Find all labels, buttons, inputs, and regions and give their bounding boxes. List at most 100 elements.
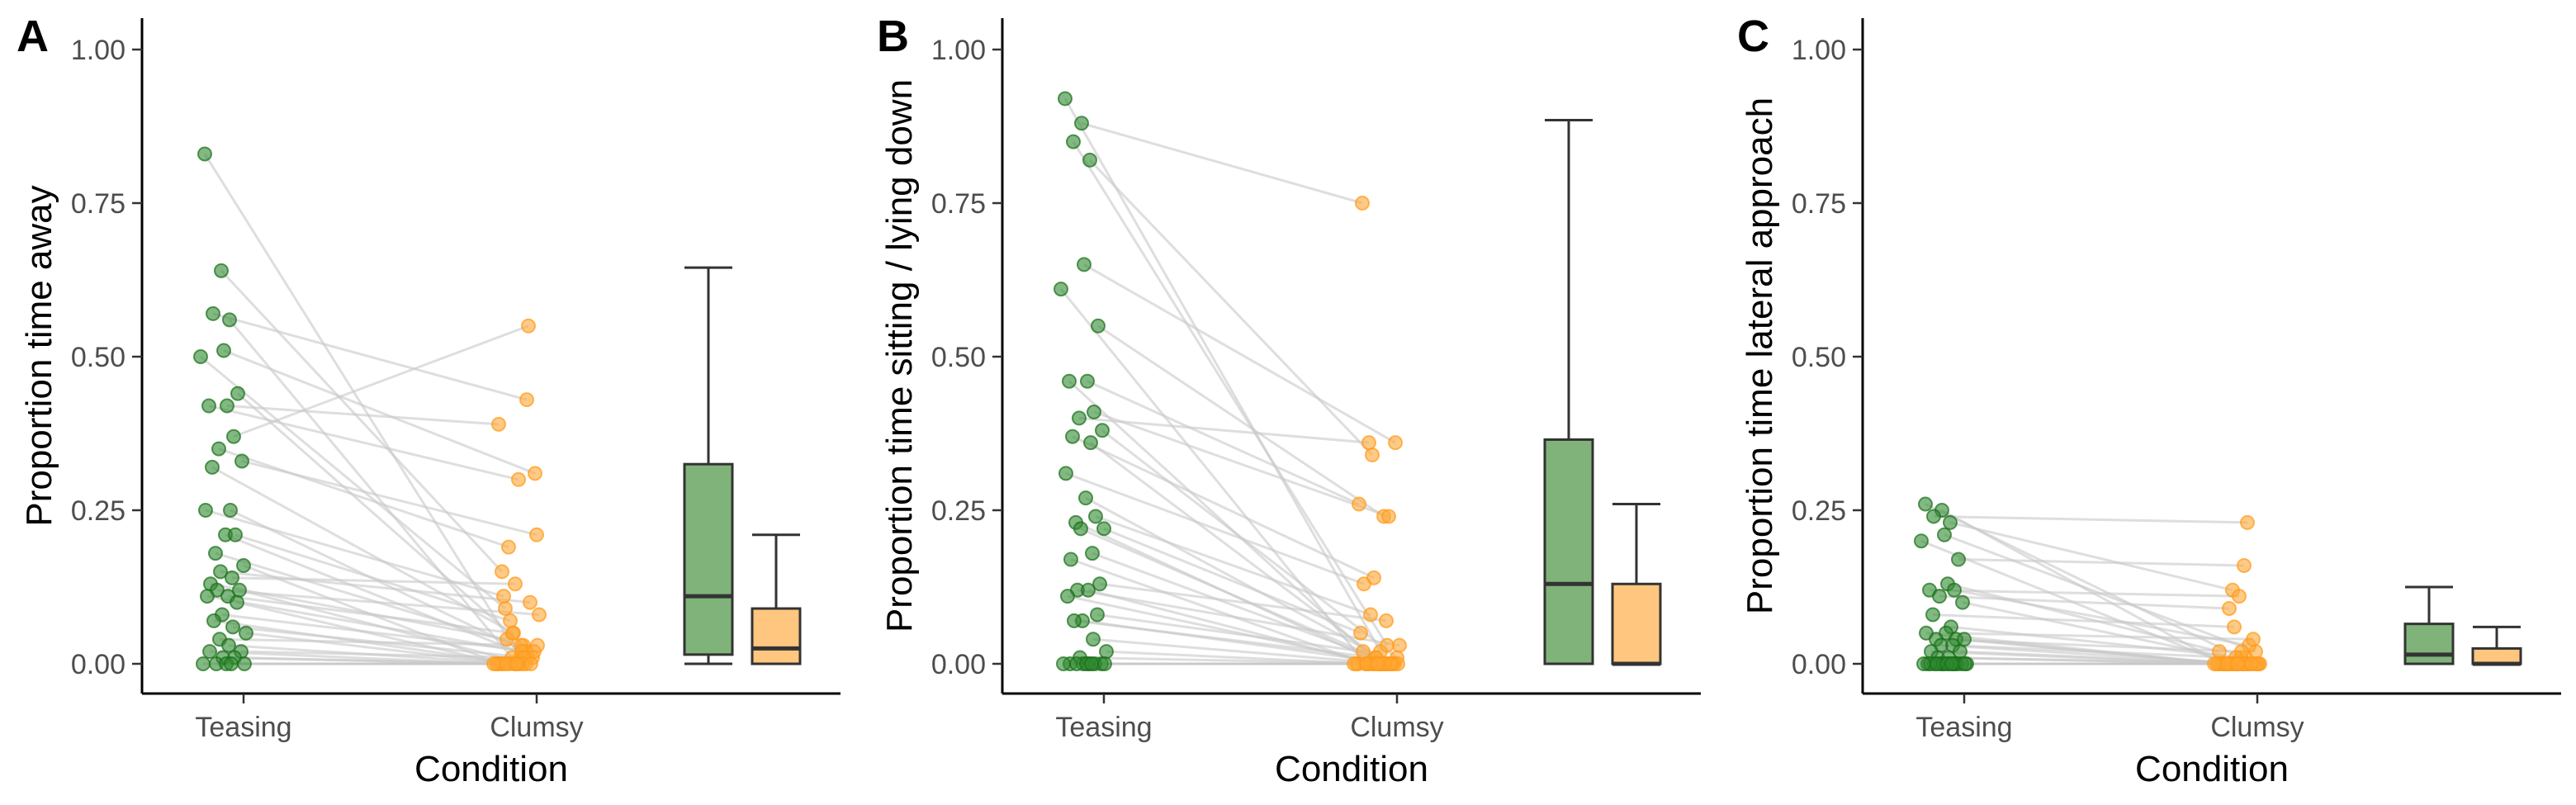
pair-line [1063, 97, 1382, 652]
pair-line [220, 570, 531, 604]
clumsy-point [1347, 656, 1361, 671]
clumsy-point [1357, 576, 1371, 592]
clumsy-point [2232, 589, 2247, 604]
teasing-point [222, 312, 237, 328]
panel-c: C 0.00 0.25 0.50 0.75 1.00 Teasing Clumsy Condit… [1737, 12, 2561, 789]
box-iqr [751, 607, 802, 665]
teasing-point [225, 619, 240, 635]
points [1054, 91, 1407, 671]
teasing-point [1084, 656, 1099, 671]
pair-line [1077, 589, 1400, 647]
teasing-point [234, 453, 249, 469]
pair-line [1092, 637, 1389, 665]
teasing-point [1080, 373, 1095, 389]
boxplot-teasing [683, 266, 734, 665]
boxplot-teasing [1543, 119, 1594, 665]
pair-line [219, 637, 538, 647]
clumsy-point [532, 607, 547, 623]
points [1914, 496, 2267, 671]
clumsy-point [491, 416, 506, 432]
teasing-point [1060, 589, 1075, 604]
teasing-point [196, 656, 211, 671]
pair-line [1939, 594, 2230, 610]
clumsy-point [529, 527, 544, 542]
teasing-point [1072, 410, 1087, 426]
y-axis-title: Proportion time away [19, 185, 59, 526]
pair-line [227, 594, 514, 635]
teasing-point [230, 386, 245, 401]
teasing-point [211, 441, 226, 457]
pair-line [1958, 558, 2245, 567]
x-tick-label: Clumsy [1350, 712, 1443, 743]
teasing-point [221, 637, 236, 653]
box-iqr [2471, 646, 2522, 665]
clumsy-point [509, 656, 524, 671]
teasing-point [1054, 282, 1068, 297]
teasing-point [1092, 576, 1107, 592]
teasing-point [1932, 589, 1947, 604]
teasing-point [1926, 509, 1941, 524]
teasing-point [1067, 613, 1082, 628]
clumsy-point [1353, 625, 1368, 641]
pair-line [220, 269, 504, 573]
y-tick-label: 0.25 [931, 495, 986, 527]
teasing-point [1082, 152, 1097, 168]
teasing-point [208, 546, 223, 561]
clumsy-point [2227, 619, 2242, 635]
teasing-point [1095, 423, 1110, 438]
clumsy-point [486, 656, 501, 671]
teasing-point [236, 557, 251, 573]
teasing-point [1088, 509, 1103, 524]
y-tick-label: 0.00 [931, 649, 986, 680]
clumsy-point [523, 594, 537, 610]
teasing-point [1085, 546, 1100, 561]
teasing-point [237, 656, 252, 671]
clumsy-point [2240, 514, 2255, 530]
teasing-point [1916, 656, 1931, 671]
y-tick-label: 1.00 [71, 35, 125, 66]
clumsy-point [530, 637, 545, 653]
pair-line [208, 405, 519, 481]
pair-line [1065, 471, 1365, 585]
clumsy-point [2230, 656, 2245, 671]
teasing-point [1918, 496, 1933, 512]
teasing-point [224, 656, 239, 671]
clumsy-point [1356, 644, 1371, 660]
teasing-point [1065, 429, 1080, 444]
x-tick-label: Clumsy [490, 712, 583, 743]
teasing-point [220, 398, 234, 414]
pair-line [1083, 263, 1396, 444]
x-axis-title: Condition [414, 749, 568, 789]
boxplot-clumsy [751, 533, 802, 665]
teasing-point [1096, 521, 1111, 537]
teasing-point [193, 349, 208, 364]
clumsy-point [521, 318, 536, 334]
y-tick-label: 0.00 [71, 649, 125, 680]
teasing-point [1081, 582, 1096, 598]
clumsy-point [511, 471, 526, 487]
teasing-point [214, 263, 229, 278]
teasing-point [1097, 656, 1112, 671]
pair-line [1072, 435, 1375, 580]
teasing-point [213, 564, 228, 580]
clumsy-point [2222, 601, 2237, 617]
teasing-point [1958, 656, 1972, 671]
pair-lines [200, 153, 540, 665]
pair-lines [1920, 503, 2261, 665]
teasing-point [201, 398, 216, 414]
pair-line [1945, 632, 2254, 641]
clumsy-point [501, 539, 516, 555]
x-axis-title: Condition [2135, 749, 2289, 789]
pair-line [1090, 441, 1386, 665]
x-tick-label: Teasing [1055, 712, 1152, 743]
pair-line [206, 594, 523, 653]
pair-line [1078, 416, 1370, 444]
teasing-point [197, 146, 212, 162]
clumsy-point [1379, 613, 1394, 628]
pair-line [215, 552, 522, 647]
clumsy-point [1365, 447, 1380, 463]
panel-letter: A [17, 12, 49, 61]
teasing-point [200, 589, 215, 604]
teasing-point [198, 503, 213, 518]
panel-letter: C [1737, 12, 1769, 61]
